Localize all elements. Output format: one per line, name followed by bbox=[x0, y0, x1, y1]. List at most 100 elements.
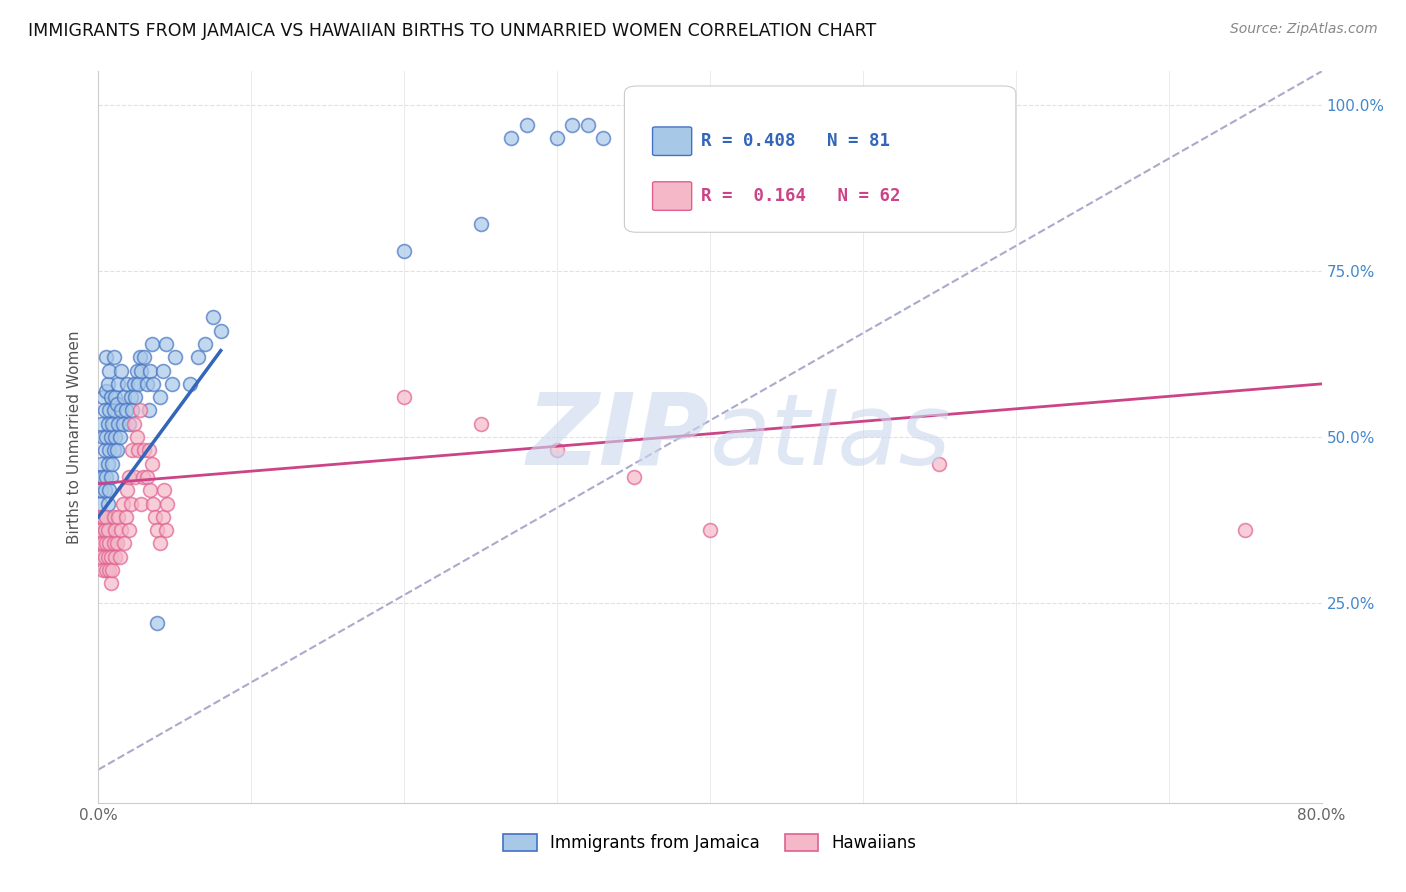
Point bbox=[152, 363, 174, 377]
Point bbox=[179, 376, 201, 391]
Point bbox=[118, 417, 141, 431]
Point bbox=[105, 443, 128, 458]
Point bbox=[202, 310, 225, 325]
Point bbox=[152, 509, 174, 524]
Point bbox=[127, 443, 149, 458]
Point bbox=[111, 417, 134, 431]
Point bbox=[90, 549, 112, 564]
Point bbox=[1234, 523, 1257, 537]
Point bbox=[98, 536, 121, 550]
Point bbox=[124, 470, 146, 484]
Point bbox=[120, 497, 142, 511]
Point bbox=[470, 417, 492, 431]
Point bbox=[98, 563, 121, 577]
Point bbox=[90, 457, 112, 471]
Point bbox=[108, 430, 131, 444]
Point bbox=[115, 403, 138, 417]
Point bbox=[104, 390, 127, 404]
Point bbox=[100, 470, 122, 484]
Point bbox=[149, 536, 172, 550]
Point bbox=[138, 403, 160, 417]
Point bbox=[623, 470, 645, 484]
Text: atlas: atlas bbox=[710, 389, 952, 485]
Point bbox=[155, 337, 177, 351]
Point bbox=[120, 390, 142, 404]
FancyBboxPatch shape bbox=[624, 86, 1015, 232]
Point bbox=[122, 417, 145, 431]
Text: IMMIGRANTS FROM JAMAICA VS HAWAIIAN BIRTHS TO UNMARRIED WOMEN CORRELATION CHART: IMMIGRANTS FROM JAMAICA VS HAWAIIAN BIRT… bbox=[28, 22, 876, 40]
Y-axis label: Births to Unmarried Women: Births to Unmarried Women bbox=[67, 330, 83, 544]
Point bbox=[89, 470, 111, 484]
Point bbox=[93, 483, 115, 498]
FancyBboxPatch shape bbox=[652, 127, 692, 155]
Point bbox=[90, 417, 112, 431]
Point bbox=[103, 403, 125, 417]
Point bbox=[139, 363, 162, 377]
Point bbox=[101, 417, 124, 431]
Point bbox=[145, 523, 167, 537]
Point bbox=[97, 497, 120, 511]
Point bbox=[98, 403, 121, 417]
Point bbox=[97, 376, 120, 391]
Point bbox=[138, 443, 160, 458]
Point bbox=[101, 457, 124, 471]
Point bbox=[93, 523, 115, 537]
Point bbox=[124, 390, 146, 404]
Point bbox=[97, 549, 120, 564]
Point bbox=[142, 376, 165, 391]
Text: Source: ZipAtlas.com: Source: ZipAtlas.com bbox=[1230, 22, 1378, 37]
Point bbox=[91, 390, 114, 404]
Point bbox=[103, 443, 125, 458]
Point bbox=[139, 483, 162, 498]
Point bbox=[104, 523, 127, 537]
Point bbox=[108, 549, 131, 564]
Point bbox=[392, 390, 416, 404]
Text: ZIP: ZIP bbox=[527, 389, 710, 485]
Point bbox=[94, 509, 117, 524]
Point bbox=[110, 363, 132, 377]
Point bbox=[98, 483, 121, 498]
Point bbox=[100, 549, 122, 564]
Point bbox=[576, 118, 599, 132]
Point bbox=[501, 131, 523, 145]
Point bbox=[91, 536, 114, 550]
Point bbox=[94, 351, 117, 365]
Point bbox=[129, 497, 152, 511]
Point bbox=[142, 497, 165, 511]
Point bbox=[546, 131, 568, 145]
Point bbox=[134, 351, 156, 365]
Point bbox=[132, 470, 155, 484]
Point bbox=[103, 351, 125, 365]
Point bbox=[93, 403, 115, 417]
Point bbox=[89, 509, 111, 524]
Point bbox=[94, 536, 117, 550]
Point bbox=[516, 118, 538, 132]
Point bbox=[928, 457, 950, 471]
Point bbox=[121, 403, 143, 417]
Point bbox=[90, 523, 112, 537]
Point bbox=[117, 483, 139, 498]
Point bbox=[93, 549, 115, 564]
Point bbox=[103, 536, 125, 550]
Point bbox=[129, 363, 152, 377]
Point bbox=[470, 217, 492, 231]
Point bbox=[136, 470, 159, 484]
FancyBboxPatch shape bbox=[652, 182, 692, 211]
Point bbox=[93, 523, 115, 537]
Point bbox=[98, 363, 121, 377]
Point bbox=[592, 131, 614, 145]
Point bbox=[392, 244, 416, 258]
Point bbox=[194, 337, 217, 351]
Point bbox=[127, 376, 149, 391]
Point bbox=[209, 324, 232, 338]
Point bbox=[143, 509, 166, 524]
Point bbox=[97, 417, 120, 431]
Point bbox=[94, 470, 117, 484]
Point bbox=[103, 509, 125, 524]
Point bbox=[91, 563, 114, 577]
Legend: Immigrants from Jamaica, Hawaiians: Immigrants from Jamaica, Hawaiians bbox=[495, 825, 925, 860]
Point bbox=[125, 363, 148, 377]
Point bbox=[91, 470, 114, 484]
Point bbox=[90, 483, 112, 498]
Point bbox=[125, 430, 148, 444]
